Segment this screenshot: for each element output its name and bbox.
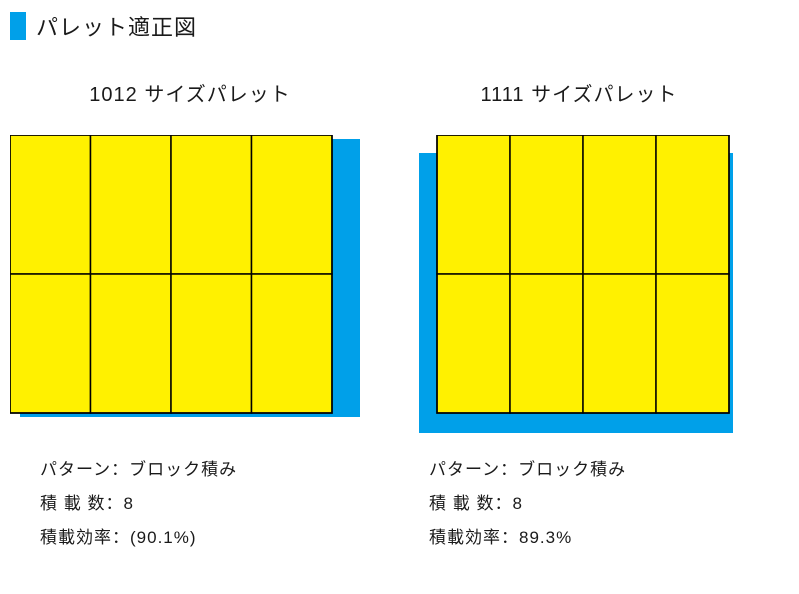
- diagram-1111: [399, 135, 759, 445]
- info-label-count: 積 載 数：: [429, 494, 512, 513]
- info-label-pattern: パターン：: [429, 460, 518, 479]
- panel-title-1111: 1111 サイズパレット: [481, 78, 678, 107]
- box-cell: [171, 274, 252, 413]
- box-cell: [10, 274, 91, 413]
- info-row-eff: 積載効率：89.3%: [429, 521, 626, 555]
- info-value-pattern: ブロック積み: [518, 460, 626, 479]
- box-cell: [10, 135, 91, 274]
- info-1111: パターン：ブロック積み 積 載 数：8 積載効率：89.3%: [399, 453, 626, 555]
- panel-1111: 1111 サイズパレット パターン：ブロック積み 積 載 数：8 積載効率：89…: [399, 78, 759, 555]
- info-row-pattern: パターン：ブロック積み: [429, 453, 626, 487]
- box-cell: [437, 135, 510, 274]
- info-label-eff: 積載効率：: [40, 528, 130, 547]
- panel-1012: 1012 サイズパレット パターン：ブロック積み 積 載 数：8 積載効率：(9…: [0, 78, 380, 555]
- pallet-diagram-1111: [419, 135, 739, 437]
- info-1012: パターン：ブロック積み 積 載 数：8 積載効率：(90.1%): [0, 453, 237, 555]
- diagram-1012: [0, 135, 380, 445]
- box-cell: [656, 274, 729, 413]
- pallet-diagram-1012: [10, 135, 370, 421]
- box-cell: [91, 135, 172, 274]
- info-label-pattern: パターン：: [40, 460, 129, 479]
- info-label-count: 積 載 数：: [40, 494, 123, 513]
- panel-title-1012: 1012 サイズパレット: [89, 78, 290, 107]
- header-accent-bar: [10, 12, 26, 40]
- box-cell: [437, 274, 510, 413]
- info-row-eff: 積載効率：(90.1%): [40, 521, 237, 555]
- box-cell: [252, 274, 333, 413]
- info-row-count: 積 載 数：8: [40, 487, 237, 521]
- box-cell: [171, 135, 252, 274]
- page-title: パレット適正図: [36, 10, 197, 42]
- box-cell: [656, 135, 729, 274]
- info-value-eff: (90.1%): [130, 528, 197, 547]
- box-cell: [91, 274, 172, 413]
- info-value-count: 8: [512, 494, 522, 513]
- box-cell: [510, 135, 583, 274]
- info-value-eff: 89.3%: [519, 528, 572, 547]
- info-row-count: 積 載 数：8: [429, 487, 626, 521]
- info-value-count: 8: [123, 494, 133, 513]
- info-value-pattern: ブロック積み: [129, 460, 237, 479]
- info-label-eff: 積載効率：: [429, 528, 519, 547]
- box-cell: [583, 135, 656, 274]
- info-row-pattern: パターン：ブロック積み: [40, 453, 237, 487]
- panels-row: 1012 サイズパレット パターン：ブロック積み 積 載 数：8 積載効率：(9…: [0, 78, 799, 555]
- box-cell: [252, 135, 333, 274]
- box-cell: [510, 274, 583, 413]
- box-cell: [583, 274, 656, 413]
- header: パレット適正図: [0, 0, 799, 42]
